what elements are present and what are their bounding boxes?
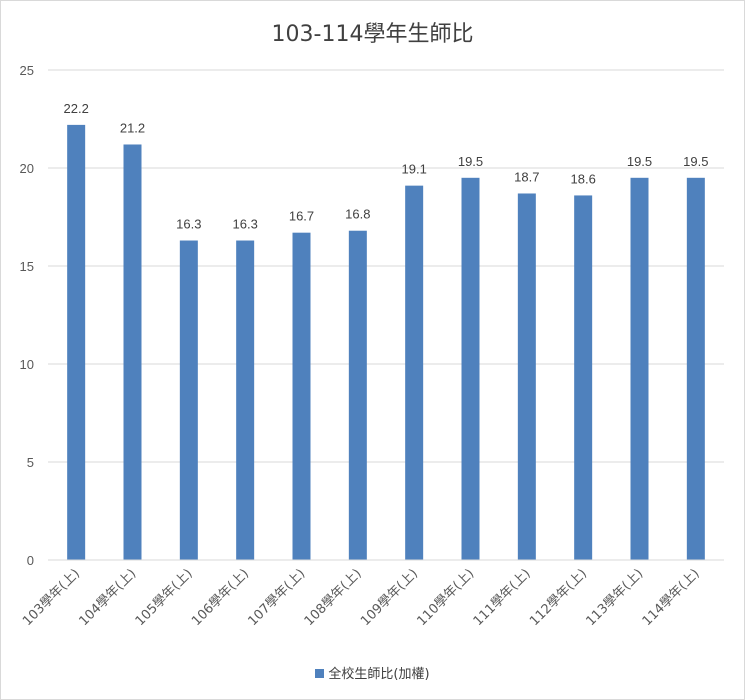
bar [179, 240, 198, 560]
data-label: 16.3 [176, 217, 201, 232]
data-label: 19.1 [402, 162, 427, 177]
legend-swatch [315, 669, 325, 678]
bar [292, 232, 311, 560]
data-label: 18.6 [571, 171, 596, 186]
bar [630, 177, 649, 561]
data-label: 19.5 [458, 154, 483, 169]
x-tick-label: 114學年(上) [640, 566, 703, 629]
bar [461, 177, 480, 561]
y-tick-label: 15 [20, 259, 34, 274]
legend-label: 全校生師比(加權) [328, 667, 430, 682]
data-label: 16.3 [233, 217, 258, 232]
x-tick-label: 107學年(上) [245, 566, 308, 629]
bar [405, 185, 424, 560]
y-tick-label: 20 [20, 161, 34, 176]
data-label: 22.2 [64, 101, 89, 116]
bar [348, 230, 367, 560]
x-tick-label: 103學年(上) [20, 566, 83, 629]
data-label: 16.8 [345, 207, 370, 222]
bar [517, 193, 536, 561]
bar [686, 177, 705, 561]
data-label: 16.7 [289, 209, 314, 224]
x-tick-label: 106學年(上) [189, 566, 252, 629]
x-tick-label: 109學年(上) [358, 566, 421, 629]
x-tick-label: 112學年(上) [527, 566, 590, 629]
bar [236, 240, 255, 560]
y-tick-label: 25 [20, 63, 34, 78]
x-tick-label: 105學年(上) [133, 566, 196, 629]
data-label: 21.2 [120, 120, 145, 135]
bar [123, 144, 142, 561]
x-tick-label: 111學年(上) [471, 566, 534, 629]
chart-title: 103-114學年生師比 [271, 22, 474, 47]
y-tick-label: 0 [27, 553, 34, 568]
data-label: 18.7 [514, 169, 539, 184]
bar [574, 195, 593, 560]
y-tick-label: 10 [20, 357, 34, 372]
data-label: 19.5 [627, 154, 652, 169]
data-label: 19.5 [683, 154, 708, 169]
y-tick-label: 5 [27, 455, 34, 470]
x-tick-label: 104學年(上) [76, 566, 139, 629]
bar [67, 124, 86, 560]
x-tick-label: 110學年(上) [414, 566, 477, 629]
x-tick-label: 108學年(上) [302, 566, 365, 629]
legend: 全校生師比(加權) [0, 663, 745, 682]
x-tick-label: 113學年(上) [583, 566, 646, 629]
